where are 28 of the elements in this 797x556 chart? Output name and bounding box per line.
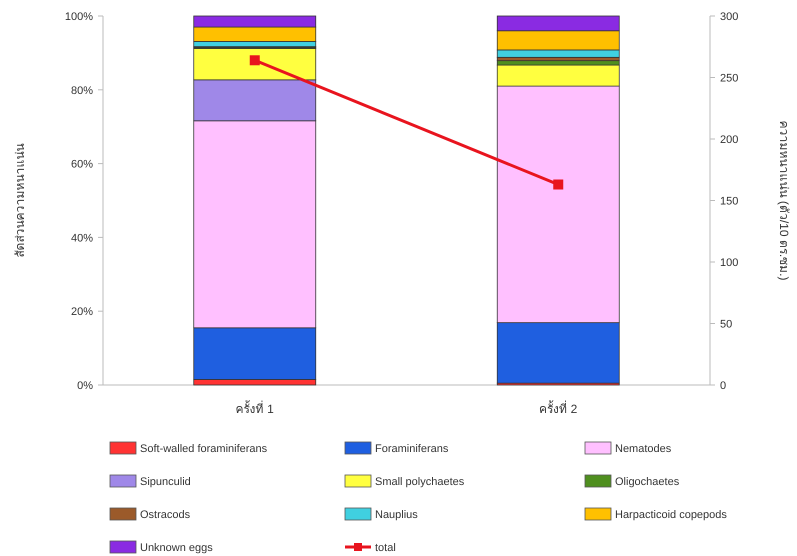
legend-label: Small polychaetes — [375, 476, 465, 488]
y2-tick-label: 0 — [720, 380, 726, 392]
y-tick-label: 20% — [70, 306, 94, 318]
y2-tick-label: 200 — [720, 134, 738, 146]
x-tick-label: ครั้งที่ 2 — [539, 400, 578, 416]
y-tick-label: 100% — [64, 11, 94, 23]
y2-tick-label: 100 — [720, 257, 738, 269]
legend-label: Oligochaetes — [615, 476, 680, 488]
legend-label: Unknown eggs — [140, 542, 214, 554]
y2-tick-label: 300 — [720, 11, 738, 23]
y-axis-title: สัดส่วนความหนาแน่น — [13, 144, 27, 258]
legend-label: Nematodes — [615, 443, 672, 455]
y2-tick-label: 50 — [720, 318, 732, 330]
y2-tick-label: 250 — [720, 72, 738, 84]
legend-label: total — [375, 542, 396, 554]
legend-label: Nauplius — [375, 509, 418, 521]
y-tick-label: 60% — [70, 158, 94, 171]
y-tick-label: 40% — [70, 232, 94, 244]
legend-label: Sipunculid — [140, 476, 191, 488]
legend-label: Soft-walled foraminiferans — [140, 443, 268, 455]
y-tick-label: 0% — [77, 380, 94, 392]
legend-label: Harpacticoid copepods — [615, 509, 728, 521]
y2-tick-label: 150 — [720, 196, 738, 208]
legend-label: Ostracods — [140, 509, 191, 521]
x-tick-label: ครั้งที่ 1 — [236, 400, 274, 416]
y2-axis-title: ความหนาแน่น (ตัว/10 ตร.ซม.) — [777, 120, 791, 281]
legend-label: Foraminiferans — [375, 443, 449, 455]
y-tick-label: 80% — [70, 84, 94, 97]
